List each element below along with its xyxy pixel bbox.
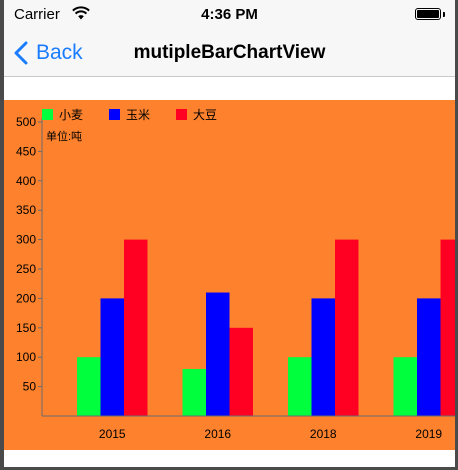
battery-icon — [415, 8, 441, 20]
legend-label-wheat: 小麦 — [59, 107, 84, 122]
legend-swatch-soybean — [176, 108, 188, 120]
y-tick-label-500: 500 — [16, 115, 36, 129]
navigation-bar: Back mutipleBarChartView — [4, 30, 455, 77]
x-tick-label-2019: 2019 — [415, 427, 442, 441]
legend-item-soybean: 大豆 — [176, 106, 217, 123]
back-label: Back — [36, 41, 83, 64]
legend-label-corn: 玉米 — [126, 107, 151, 122]
frame-left-border — [0, 0, 4, 470]
bar-2018-series-1 — [288, 357, 312, 416]
legend-item-wheat: 小麦 — [42, 106, 83, 123]
bar-chart: 50 100 150 200 250 300 350 400 450 500 2015 2016 201… — [4, 100, 455, 450]
back-button[interactable]: Back — [14, 38, 83, 68]
bar-2019-series-3 — [440, 239, 455, 416]
y-tick-label-450: 450 — [16, 144, 36, 158]
chevron-left-icon — [14, 41, 28, 65]
carrier-label: Carrier — [14, 6, 60, 23]
legend-swatch-corn — [109, 108, 121, 120]
status-time: 4:36 PM — [201, 6, 258, 23]
bar-2015-series-1 — [77, 357, 101, 416]
y-tick-label-300: 300 — [16, 233, 36, 247]
unit-label: 单位:吨 — [46, 131, 83, 143]
bar-2018-series-3 — [335, 239, 359, 416]
y-tick-label-350: 350 — [16, 203, 36, 217]
bar-2018-series-2 — [311, 298, 335, 416]
y-tick-label-250: 250 — [16, 262, 36, 276]
bar-2016-series-2 — [206, 292, 230, 416]
y-tick-label-150: 150 — [16, 321, 36, 335]
x-tick-label-2018: 2018 — [310, 427, 337, 441]
y-tick-label-50: 50 — [23, 380, 37, 394]
x-tick-label-2015: 2015 — [99, 427, 126, 441]
bar-2015-series-3 — [124, 239, 148, 416]
bar-2015-series-2 — [100, 298, 124, 416]
page-title: mutipleBarChartView — [133, 42, 326, 63]
x-tick-label-2016: 2016 — [204, 427, 231, 441]
y-tick-label-200: 200 — [16, 291, 36, 305]
bar-2016-series-3 — [229, 327, 253, 416]
wifi-icon — [72, 6, 90, 20]
y-tick-label-400: 400 — [16, 174, 36, 188]
bar-2019-series-2 — [417, 298, 441, 416]
chart-legend: 小麦 玉米 大豆 — [42, 106, 243, 122]
legend-label-soybean: 大豆 — [193, 107, 218, 122]
frame-right-border — [455, 0, 458, 470]
bar-2016-series-1 — [182, 368, 206, 416]
legend-swatch-wheat — [42, 108, 53, 120]
y-tick-label-100: 100 — [16, 350, 36, 364]
legend-item-corn: 玉米 — [109, 106, 150, 123]
frame-bottom-border — [0, 467, 458, 470]
status-bar: Carrier 4:36 PM — [4, 0, 455, 30]
chart-canvas: 50 100 150 200 250 300 350 400 450 500 2015 2016 201… — [16, 115, 455, 441]
bar-2019-series-1 — [393, 357, 417, 416]
battery-tip — [443, 12, 445, 17]
